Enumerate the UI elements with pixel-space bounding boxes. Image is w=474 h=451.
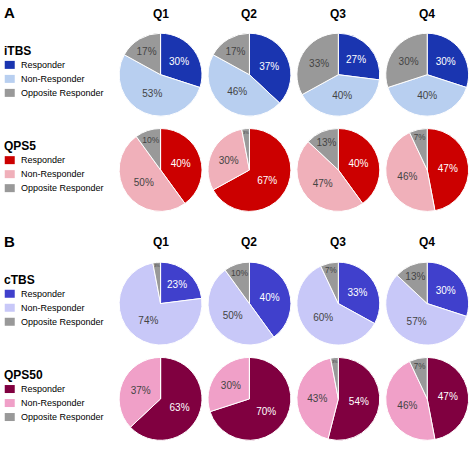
svg-text:Opposite Responder: Opposite Responder — [21, 183, 104, 193]
svg-text:7%: 7% — [414, 133, 426, 142]
svg-text:Non-Responder: Non-Responder — [21, 169, 85, 179]
svg-text:37%: 37% — [131, 385, 151, 396]
svg-text:Q4: Q4 — [419, 7, 435, 21]
svg-text:37%: 37% — [259, 61, 279, 72]
svg-text:Q2: Q2 — [241, 235, 257, 249]
svg-text:40%: 40% — [332, 90, 352, 101]
svg-text:Q1: Q1 — [153, 235, 169, 249]
svg-text:Q3: Q3 — [330, 7, 346, 21]
svg-text:30%: 30% — [436, 285, 456, 296]
svg-text:33%: 33% — [347, 287, 367, 298]
svg-text:74%: 74% — [138, 315, 158, 326]
svg-text:46%: 46% — [397, 400, 417, 411]
svg-text:Responder: Responder — [21, 155, 65, 165]
svg-text:Non-Responder: Non-Responder — [21, 398, 85, 408]
svg-text:40%: 40% — [348, 158, 368, 169]
svg-text:50%: 50% — [134, 177, 154, 188]
svg-text:17%: 17% — [225, 46, 245, 57]
svg-text:B: B — [4, 233, 15, 250]
svg-text:27%: 27% — [346, 54, 366, 65]
svg-text:7%: 7% — [325, 266, 337, 275]
svg-text:Responder: Responder — [21, 289, 65, 299]
svg-text:40%: 40% — [171, 158, 191, 169]
svg-text:30%: 30% — [436, 56, 456, 67]
svg-text:10%: 10% — [142, 135, 159, 145]
svg-text:Q1: Q1 — [153, 7, 169, 21]
svg-text:50%: 50% — [223, 310, 243, 321]
svg-text:QPS50: QPS50 — [4, 368, 43, 382]
svg-text:13%: 13% — [316, 137, 336, 148]
svg-text:Opposite Responder: Opposite Responder — [21, 412, 104, 422]
svg-text:43%: 43% — [307, 393, 327, 404]
svg-text:23%: 23% — [167, 279, 187, 290]
svg-text:7%: 7% — [414, 362, 426, 371]
svg-text:QPS5: QPS5 — [4, 139, 36, 153]
svg-text:57%: 57% — [407, 316, 427, 327]
svg-text:40%: 40% — [417, 90, 437, 101]
svg-text:Q4: Q4 — [419, 235, 435, 249]
svg-text:3%: 3% — [154, 263, 160, 268]
svg-text:Non-Responder: Non-Responder — [21, 74, 85, 84]
svg-text:70%: 70% — [256, 406, 276, 417]
svg-text:54%: 54% — [349, 396, 369, 407]
svg-text:63%: 63% — [170, 402, 190, 413]
svg-text:3%: 3% — [243, 130, 249, 135]
svg-text:10%: 10% — [231, 268, 248, 278]
svg-text:A: A — [4, 4, 15, 21]
svg-text:47%: 47% — [313, 178, 333, 189]
svg-text:40%: 40% — [260, 292, 280, 303]
svg-text:60%: 60% — [313, 312, 333, 323]
svg-text:47%: 47% — [438, 391, 458, 402]
svg-text:53%: 53% — [142, 88, 162, 99]
svg-text:Q2: Q2 — [241, 7, 257, 21]
svg-text:33%: 33% — [309, 58, 329, 69]
svg-text:Responder: Responder — [21, 60, 65, 70]
svg-text:Responder: Responder — [21, 384, 65, 394]
svg-text:47%: 47% — [438, 163, 458, 174]
svg-text:Q3: Q3 — [330, 235, 346, 249]
svg-text:17%: 17% — [137, 46, 157, 57]
svg-text:30%: 30% — [399, 56, 419, 67]
svg-text:46%: 46% — [227, 86, 247, 97]
svg-text:13%: 13% — [405, 271, 425, 282]
svg-text:Non-Responder: Non-Responder — [21, 303, 85, 313]
svg-text:30%: 30% — [219, 155, 239, 166]
svg-text:3%: 3% — [332, 359, 338, 364]
svg-text:cTBS: cTBS — [4, 273, 35, 287]
svg-text:67%: 67% — [257, 175, 277, 186]
svg-text:Opposite Responder: Opposite Responder — [21, 317, 104, 327]
svg-text:30%: 30% — [169, 56, 189, 67]
svg-text:Opposite Responder: Opposite Responder — [21, 88, 104, 98]
svg-text:30%: 30% — [221, 380, 241, 391]
svg-text:46%: 46% — [397, 171, 417, 182]
svg-text:iTBS: iTBS — [4, 44, 31, 58]
